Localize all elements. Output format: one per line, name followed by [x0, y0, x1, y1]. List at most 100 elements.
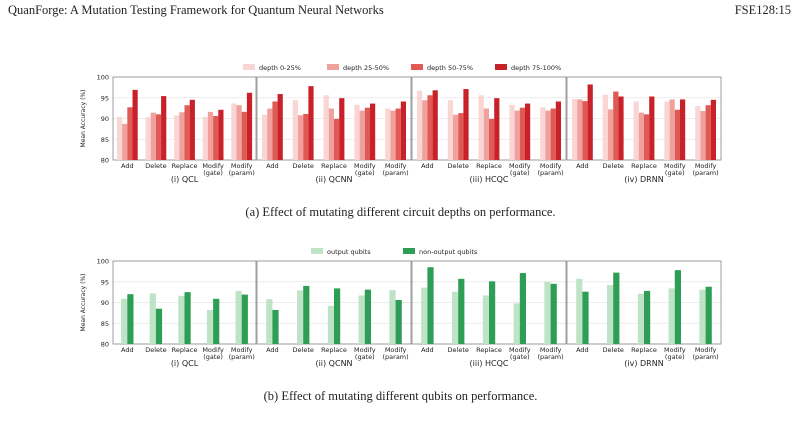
x-tick-label: Add	[266, 346, 279, 354]
x-tick-label: Modify	[202, 162, 224, 170]
x-tick-label: (param)	[538, 169, 564, 177]
bar	[705, 105, 711, 160]
x-tick-label: (param)	[383, 169, 409, 177]
bar	[323, 95, 329, 160]
x-tick-label: Replace	[631, 162, 657, 170]
bar	[613, 272, 620, 344]
x-tick-label: Replace	[172, 162, 198, 170]
bar	[395, 108, 401, 160]
y-tick-label: 80	[101, 341, 109, 349]
bar	[297, 290, 304, 344]
x-tick-label: Delete	[603, 162, 624, 170]
bar	[339, 98, 345, 160]
panel-title: (i) QCL	[171, 359, 199, 368]
bar	[127, 294, 134, 344]
panel-title: (ii) QCNN	[315, 359, 352, 368]
x-tick-label: (gate)	[665, 353, 685, 361]
x-tick-label: Modify	[695, 162, 717, 170]
y-axis-label: Mean Accuracy (%)	[80, 274, 87, 332]
bar	[400, 101, 406, 160]
bar	[427, 267, 434, 344]
bar	[358, 295, 365, 344]
bar	[207, 111, 214, 160]
bar	[417, 90, 423, 160]
y-tick-label: 90	[101, 299, 109, 307]
x-tick-label: Modify	[354, 162, 376, 170]
x-tick-label: (gate)	[355, 353, 375, 361]
x-tick-label: Add	[121, 162, 134, 170]
bar	[514, 110, 520, 160]
panel-title: (iii) HCQC	[470, 359, 509, 368]
bar	[644, 290, 651, 344]
bar	[161, 96, 167, 160]
x-tick-label: Delete	[293, 346, 314, 354]
legend-label: output qubits	[327, 248, 371, 256]
bar	[308, 86, 314, 160]
bar	[633, 101, 639, 160]
bar	[364, 289, 371, 344]
bar	[235, 290, 242, 344]
x-tick-label: Modify	[540, 346, 562, 354]
x-tick-label: Add	[266, 162, 279, 170]
bar	[174, 115, 180, 160]
bar	[458, 113, 464, 160]
bar	[458, 278, 465, 344]
x-tick-label: Delete	[145, 346, 166, 354]
bar	[150, 112, 156, 160]
legend-swatch	[243, 64, 255, 70]
x-tick-label: (gate)	[203, 169, 223, 177]
bar	[303, 285, 310, 344]
x-tick-label: (gate)	[665, 169, 685, 177]
bar	[576, 278, 583, 344]
x-tick-label: (gate)	[355, 169, 375, 177]
caption-a: (a) Effect of mutating different circuit…	[245, 205, 556, 219]
bar	[303, 113, 309, 160]
bar	[463, 89, 469, 160]
bar	[184, 292, 191, 344]
bar	[370, 103, 376, 160]
running-header-title: QuanForge: A Mutation Testing Framework …	[8, 3, 384, 17]
x-tick-label: Delete	[293, 162, 314, 170]
bar	[489, 281, 496, 344]
y-tick-label: 90	[101, 115, 109, 123]
bar	[218, 109, 224, 160]
bar	[447, 100, 453, 160]
bar	[334, 118, 340, 160]
panel-title: (iii) HCQC	[470, 175, 509, 184]
running-header-page: FSE128:15	[734, 3, 791, 17]
y-tick-label: 80	[101, 157, 109, 165]
x-tick-label: Replace	[321, 346, 347, 354]
x-tick-label: Modify	[664, 346, 686, 354]
bar	[422, 100, 428, 160]
bar	[509, 104, 515, 160]
bar	[478, 95, 484, 160]
x-tick-label: Modify	[202, 346, 224, 354]
legend-swatch	[403, 248, 415, 254]
legend-swatch	[311, 248, 323, 254]
bar	[710, 99, 716, 160]
bar	[699, 289, 706, 344]
bar	[178, 295, 185, 344]
y-tick-label: 95	[101, 94, 109, 102]
bar	[649, 96, 655, 160]
bar	[489, 118, 495, 160]
x-tick-label: (param)	[229, 353, 255, 361]
bar	[277, 94, 283, 160]
bar	[674, 270, 681, 344]
panel-title: (iv) DRNN	[624, 359, 663, 368]
bar	[328, 108, 334, 160]
bar	[602, 94, 608, 160]
bar	[555, 101, 561, 160]
legend-swatch	[411, 64, 423, 70]
bar	[432, 90, 438, 160]
x-tick-label: (gate)	[510, 353, 530, 361]
y-tick-label: 85	[101, 320, 109, 328]
bar	[202, 116, 208, 160]
x-tick-label: Replace	[476, 162, 502, 170]
bar	[705, 286, 712, 344]
x-tick-label: Modify	[231, 346, 253, 354]
bar	[608, 109, 614, 160]
x-tick-label: Modify	[695, 346, 717, 354]
bar	[587, 84, 593, 160]
x-tick-label: Modify	[509, 346, 531, 354]
